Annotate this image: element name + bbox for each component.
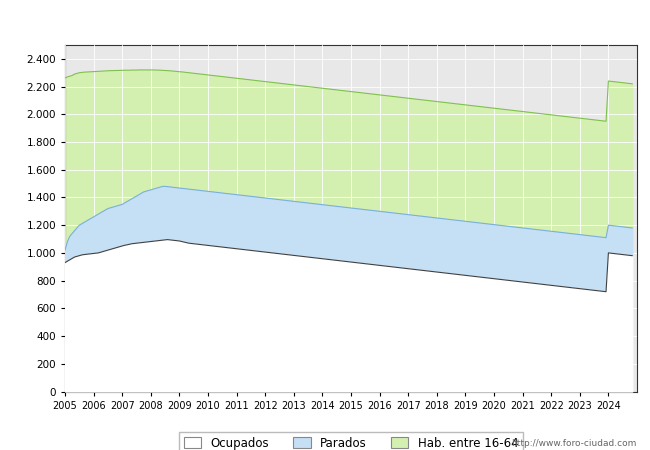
Legend: Ocupados, Parados, Hab. entre 16-64: Ocupados, Parados, Hab. entre 16-64 (179, 432, 523, 450)
Text: Hornachos - Evolucion de la poblacion en edad de Trabajar Noviembre de 2024: Hornachos - Evolucion de la poblacion en… (72, 14, 578, 27)
Text: http://www.foro-ciudad.com: http://www.foro-ciudad.com (512, 439, 637, 448)
